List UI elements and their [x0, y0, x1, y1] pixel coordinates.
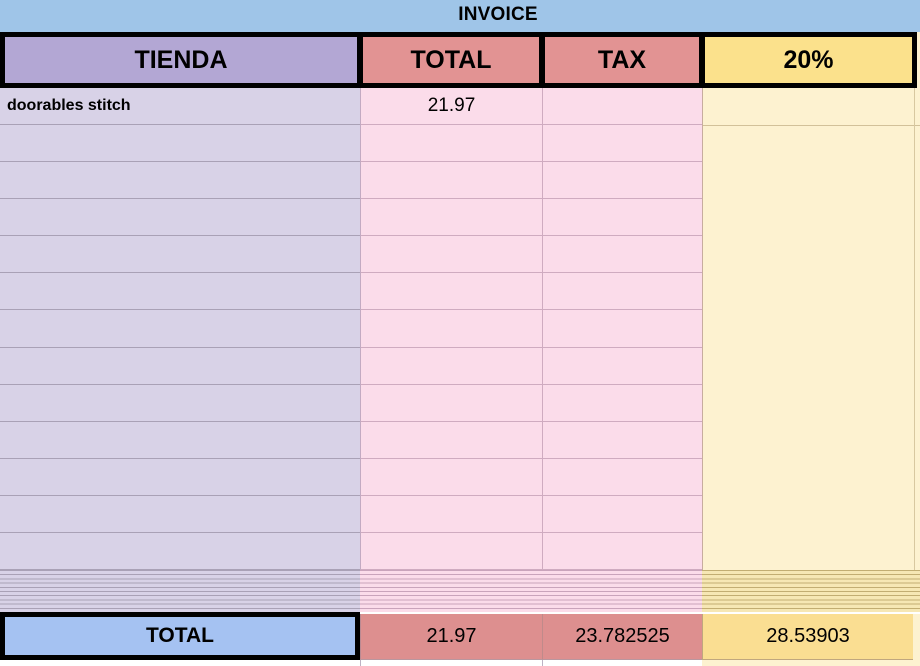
table-cell-tienda[interactable]	[0, 273, 360, 311]
table-cell-tax[interactable]	[543, 88, 702, 126]
table-cell-tienda[interactable]	[0, 496, 360, 533]
column-pct-merged-cell[interactable]	[702, 88, 920, 570]
table-cell-tax[interactable]	[543, 422, 702, 459]
table-cell-total[interactable]: 21.97	[361, 88, 542, 126]
table-cell-tax[interactable]	[543, 459, 702, 496]
column-tax	[542, 88, 702, 571]
table-cell-tax[interactable]	[543, 199, 702, 237]
header-cell-total[interactable]: TOTAL	[363, 37, 539, 83]
table-cell-tax[interactable]	[543, 310, 702, 348]
bottom-gridline	[360, 660, 361, 666]
table-cell-total[interactable]	[361, 385, 542, 422]
table-cell-tax[interactable]	[543, 162, 702, 200]
table-cell-tax[interactable]	[543, 385, 702, 422]
table-cell-total[interactable]	[361, 273, 542, 311]
table-cell-tienda[interactable]	[0, 310, 360, 348]
column-total: 21.97	[360, 88, 542, 571]
sheet-title[interactable]: INVOICE	[458, 4, 538, 25]
table-cell-tax[interactable]	[543, 496, 702, 533]
pct-row1-gridline	[703, 88, 920, 126]
table-cell-tienda[interactable]	[0, 533, 360, 571]
table-cell-tax[interactable]	[543, 273, 702, 311]
table-cell-total[interactable]	[361, 533, 542, 571]
header-cell-pct[interactable]: 20%	[705, 37, 912, 83]
table-cell-tienda[interactable]	[0, 459, 360, 496]
table-cell-tienda[interactable]	[0, 125, 360, 163]
table-cell-tax[interactable]	[543, 348, 702, 385]
table-cell-total[interactable]	[361, 125, 542, 163]
table-cell-total[interactable]	[361, 348, 542, 385]
table-cell-tienda[interactable]	[0, 348, 360, 385]
header-right-sliver	[917, 32, 920, 88]
table-cell-tienda[interactable]	[0, 162, 360, 200]
collapsed-rows-total[interactable]	[360, 570, 542, 612]
header-cell-tax[interactable]: TAX	[545, 37, 699, 83]
table-cell-tax[interactable]	[543, 236, 702, 274]
table-cell-tax[interactable]	[543, 125, 702, 163]
table-cell-total[interactable]	[361, 422, 542, 459]
collapsed-rows-tienda[interactable]	[0, 570, 360, 612]
table-cell-tienda[interactable]	[0, 385, 360, 422]
table-cell-total[interactable]	[361, 310, 542, 348]
table-cell-tienda[interactable]	[0, 422, 360, 459]
footer-tax-value[interactable]: 23.782525	[542, 614, 702, 660]
table-cell-total[interactable]	[361, 236, 542, 274]
table-cell-total[interactable]	[361, 459, 542, 496]
table-cell-total[interactable]	[361, 199, 542, 237]
pct-inner-gridline	[914, 88, 915, 570]
table-cell-tienda[interactable]	[0, 199, 360, 237]
footer-right-sliver	[913, 614, 920, 660]
bottom-strip-white	[0, 660, 702, 666]
table-cell-total[interactable]	[361, 162, 542, 200]
table-header-row: TIENDA TOTAL TAX 20%	[0, 32, 917, 88]
collapsed-rows-tax[interactable]	[542, 570, 702, 612]
collapsed-rows-pct[interactable]	[702, 570, 920, 612]
table-cell-total[interactable]	[361, 496, 542, 533]
sheet-title-bar: INVOICE	[0, 0, 920, 32]
bottom-gridline	[542, 660, 543, 666]
footer-total-label-cell[interactable]: TOTAL	[0, 612, 360, 660]
table-cell-tienda[interactable]	[0, 236, 360, 274]
column-tienda: doorables stitch	[0, 88, 360, 571]
table-cell-tienda[interactable]: doorables stitch	[0, 88, 360, 126]
bottom-strip-yellow	[702, 660, 920, 666]
table-cell-tax[interactable]	[543, 533, 702, 571]
footer-total-value[interactable]: 21.97	[360, 614, 542, 660]
footer-pct-value[interactable]: 28.53903	[702, 614, 913, 660]
header-cell-tienda[interactable]: TIENDA	[5, 37, 357, 83]
